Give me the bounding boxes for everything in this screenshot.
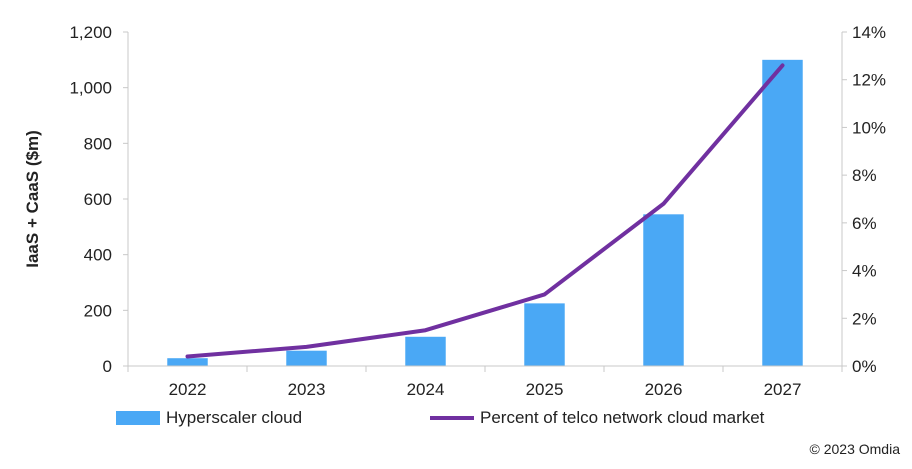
legend-swatch-line: [430, 416, 474, 420]
legend-item-percent: Percent of telco network cloud market: [430, 408, 764, 428]
bar: [643, 214, 684, 366]
x-axis-ticks: 2022 2023 2024 2025 2026 2027: [127, 366, 843, 399]
bar: [524, 303, 565, 366]
y2-tick-label: 14%: [852, 23, 886, 42]
y-tick-label: 1,000: [69, 79, 112, 98]
y2-tick-label: 12%: [852, 71, 886, 90]
y-axis-label: IaaS + CaaS ($m): [23, 130, 42, 268]
x-tick-label: 2024: [407, 380, 445, 399]
series-line: [185, 63, 785, 359]
legend-label: Percent of telco network cloud market: [480, 408, 765, 427]
legend: Hyperscaler cloud Percent of telco netwo…: [0, 408, 912, 436]
legend-label: Hyperscaler cloud: [166, 408, 303, 427]
legend-swatch-bar: [116, 411, 160, 425]
y-tick-label: 200: [84, 301, 112, 320]
y-tick-label: 1,200: [69, 23, 112, 42]
x-tick-label: 2025: [526, 380, 564, 399]
bar: [167, 358, 208, 366]
y2-tick-label: 4%: [852, 262, 877, 281]
bar: [286, 350, 327, 366]
x-tick-label: 2022: [169, 380, 207, 399]
y-tick-label: 600: [84, 190, 112, 209]
x-tick-label: 2023: [288, 380, 326, 399]
line-series: [185, 63, 785, 359]
y2-tick-label: 6%: [852, 214, 877, 233]
y-tick-label: 400: [84, 246, 112, 265]
y-axis-ticks: 0 200 400 600 800 1,000 1,200: [69, 23, 128, 376]
bar: [405, 336, 446, 366]
y2-tick-label: 2%: [852, 309, 877, 328]
x-tick-label: 2026: [645, 380, 683, 399]
chart-canvas: 0 200 400 600 800 1,000 1,200 0% 2% 4% 6% 8% 10% 12%…: [23, 23, 886, 399]
y2-tick-label: 10%: [852, 118, 886, 137]
y2-tick-label: 0%: [852, 357, 877, 376]
bar-series: [167, 59, 803, 366]
bar: [762, 59, 803, 366]
y2-axis-ticks: 0% 2% 4% 6% 8% 10% 12% 14%: [842, 23, 886, 376]
y-tick-label: 800: [84, 134, 112, 153]
x-tick-label: 2027: [764, 380, 802, 399]
y-tick-label: 0: [103, 357, 112, 376]
legend-item-hyperscaler: Hyperscaler cloud: [116, 408, 302, 428]
y2-tick-label: 8%: [852, 166, 877, 185]
copyright-text: © 2023 Omdia: [809, 441, 900, 457]
